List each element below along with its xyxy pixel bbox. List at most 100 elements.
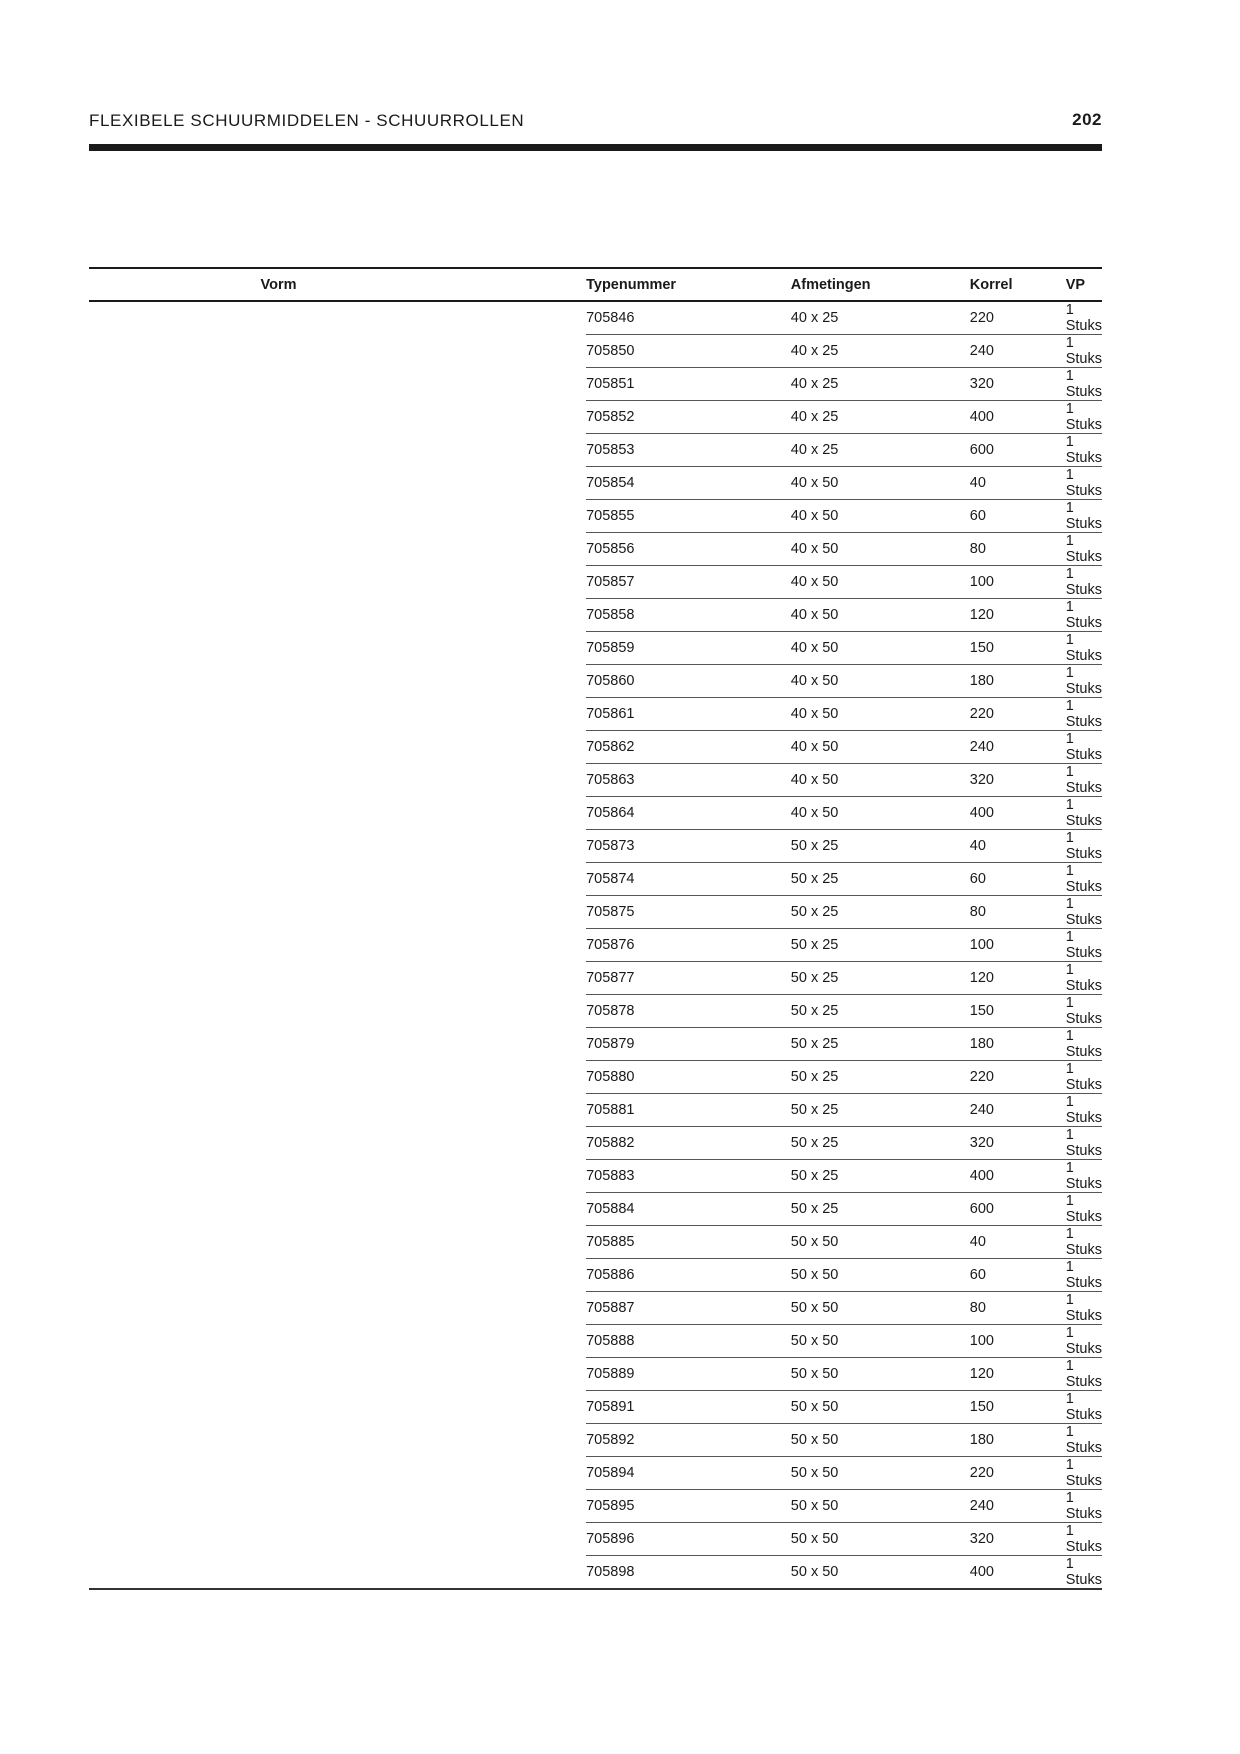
- cell-vorm: [89, 1193, 586, 1226]
- cell-afmetingen: 50 x 50: [790, 1390, 970, 1424]
- cell-typenummer: 705896: [586, 1522, 791, 1556]
- cell-vp: 1 Stuks: [1065, 334, 1102, 368]
- cell-typenummer: 705891: [586, 1390, 791, 1424]
- cell-afmetingen: 40 x 50: [790, 631, 970, 665]
- cell-vorm: [89, 830, 586, 863]
- cell-afmetingen: 40 x 50: [790, 466, 970, 500]
- table-row: 705894 50 x 50 220 1 Stuks: [89, 1456, 1102, 1490]
- cell-afmetingen: 50 x 25: [790, 829, 970, 863]
- table-row: 705863 40 x 50 320 1 Stuks: [89, 763, 1102, 797]
- cell-vp: 1 Stuks: [1065, 1060, 1102, 1094]
- cell-korrel: 220: [969, 1060, 1066, 1094]
- cell-afmetingen: 40 x 25: [790, 367, 970, 401]
- cell-vorm: [89, 1490, 586, 1523]
- cell-afmetingen: 50 x 50: [790, 1225, 970, 1259]
- column-header-afmetingen: Afmetingen: [790, 267, 970, 302]
- cell-afmetingen: 50 x 50: [790, 1456, 970, 1490]
- table-row: 705875 50 x 25 80 1 Stuks: [89, 895, 1102, 929]
- cell-vorm: [89, 1457, 586, 1490]
- cell-vorm: [89, 1226, 586, 1259]
- cell-typenummer: 705873: [586, 829, 791, 863]
- table-row: 705846 40 x 25 220 1 Stuks: [89, 301, 1102, 335]
- table-row: 705876 50 x 25 100 1 Stuks: [89, 928, 1102, 962]
- cell-afmetingen: 50 x 50: [790, 1423, 970, 1457]
- cell-korrel: 240: [969, 1489, 1066, 1523]
- cell-afmetingen: 50 x 50: [790, 1489, 970, 1523]
- cell-korrel: 320: [969, 367, 1066, 401]
- cell-typenummer: 705851: [586, 367, 791, 401]
- cell-vorm: [89, 1094, 586, 1127]
- cell-afmetingen: 50 x 50: [790, 1357, 970, 1391]
- cell-korrel: 220: [969, 1456, 1066, 1490]
- cell-korrel: 600: [969, 1192, 1066, 1226]
- cell-afmetingen: 40 x 50: [790, 532, 970, 566]
- cell-typenummer: 705875: [586, 895, 791, 929]
- cell-typenummer: 705878: [586, 994, 791, 1028]
- cell-afmetingen: 40 x 50: [790, 664, 970, 698]
- cell-korrel: 80: [969, 532, 1066, 566]
- cell-korrel: 320: [969, 1522, 1066, 1556]
- cell-vorm: [89, 1028, 586, 1061]
- cell-afmetingen: 40 x 50: [790, 796, 970, 830]
- cell-vorm: [89, 929, 586, 962]
- cell-vorm: [89, 599, 586, 632]
- table-row: 705862 40 x 50 240 1 Stuks: [89, 730, 1102, 764]
- cell-afmetingen: 50 x 50: [790, 1324, 970, 1358]
- page-header-title: FLEXIBELE SCHUURMIDDELEN - SCHUURROLLEN: [89, 111, 525, 130]
- cell-afmetingen: 50 x 25: [790, 1060, 970, 1094]
- cell-typenummer: 705859: [586, 631, 791, 665]
- cell-typenummer: 705877: [586, 961, 791, 995]
- cell-afmetingen: 40 x 50: [790, 598, 970, 632]
- cell-vp: 1 Stuks: [1065, 1522, 1102, 1556]
- cell-vp: 1 Stuks: [1065, 1225, 1102, 1259]
- cell-vp: 1 Stuks: [1065, 433, 1102, 467]
- table-row: 705883 50 x 25 400 1 Stuks: [89, 1159, 1102, 1193]
- cell-typenummer: 705858: [586, 598, 791, 632]
- cell-vorm: [89, 764, 586, 797]
- cell-typenummer: 705881: [586, 1093, 791, 1127]
- cell-vp: 1 Stuks: [1065, 1456, 1102, 1490]
- cell-vp: 1 Stuks: [1065, 1324, 1102, 1358]
- cell-korrel: 240: [969, 730, 1066, 764]
- cell-afmetingen: 50 x 25: [790, 961, 970, 995]
- cell-typenummer: 705846: [586, 301, 791, 335]
- cell-vp: 1 Stuks: [1065, 1192, 1102, 1226]
- table-header-row: Vorm Typenummer Afmetingen Korrel VP: [89, 267, 1102, 302]
- cell-vorm: [89, 434, 586, 467]
- cell-vorm: [89, 731, 586, 764]
- cell-vp: 1 Stuks: [1065, 1489, 1102, 1523]
- cell-vorm: [89, 1523, 586, 1556]
- page-number: 202: [1072, 110, 1102, 129]
- cell-korrel: 320: [969, 1126, 1066, 1160]
- table-row: 705895 50 x 50 240 1 Stuks: [89, 1489, 1102, 1523]
- cell-typenummer: 705862: [586, 730, 791, 764]
- cell-typenummer: 705895: [586, 1489, 791, 1523]
- cell-vp: 1 Stuks: [1065, 532, 1102, 566]
- cell-vp: 1 Stuks: [1065, 1093, 1102, 1127]
- cell-korrel: 220: [969, 301, 1066, 335]
- cell-afmetingen: 50 x 25: [790, 1159, 970, 1193]
- cell-typenummer: 705874: [586, 862, 791, 896]
- cell-afmetingen: 40 x 25: [790, 433, 970, 467]
- cell-vp: 1 Stuks: [1065, 565, 1102, 599]
- cell-vorm: [89, 1555, 587, 1590]
- table-row: 705879 50 x 25 180 1 Stuks: [89, 1027, 1102, 1061]
- cell-vorm: [89, 533, 586, 566]
- cell-vorm: [89, 896, 586, 929]
- cell-vorm: [89, 1127, 586, 1160]
- cell-afmetingen: 40 x 50: [790, 763, 970, 797]
- cell-vp: 1 Stuks: [1065, 301, 1102, 335]
- cell-vorm: [89, 368, 586, 401]
- cell-korrel: 40: [969, 1225, 1066, 1259]
- cell-vp: 1 Stuks: [1065, 1027, 1102, 1061]
- cell-vp: 1 Stuks: [1065, 994, 1102, 1028]
- cell-korrel: 600: [969, 433, 1066, 467]
- cell-korrel: 240: [969, 1093, 1066, 1127]
- cell-typenummer: 705883: [586, 1159, 791, 1193]
- cell-vorm: [89, 301, 586, 335]
- cell-vorm: [89, 1160, 586, 1193]
- cell-vp: 1 Stuks: [1065, 829, 1102, 863]
- cell-korrel: 80: [969, 1291, 1066, 1325]
- cell-vorm: [89, 1391, 586, 1424]
- cell-vp: 1 Stuks: [1065, 1357, 1102, 1391]
